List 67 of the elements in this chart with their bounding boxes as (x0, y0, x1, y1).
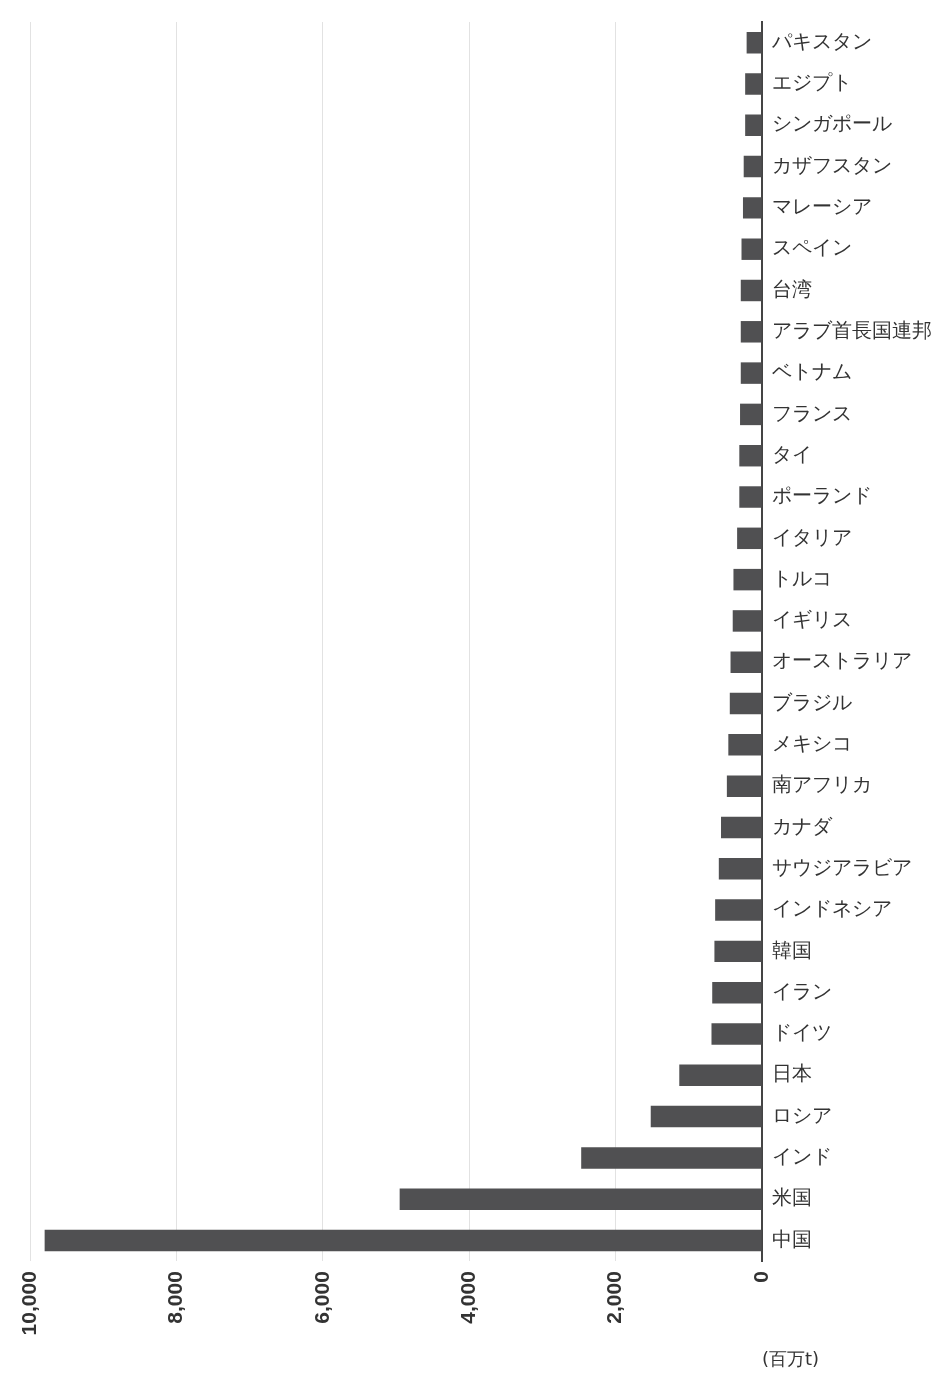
bar (650, 1105, 762, 1128)
y-tick-label: マレーシア (772, 194, 872, 219)
y-tick-label: トルコ (772, 565, 832, 590)
bar (714, 940, 762, 963)
x-tick-label: 0 (748, 1271, 772, 1283)
y-tick-label: ポーランド (772, 483, 872, 508)
x-tick-label: 6,000 (309, 1271, 333, 1324)
y-tick-label: フランス (772, 400, 852, 425)
x-tick-label: 2,000 (602, 1271, 626, 1324)
y-tick-label: イギリス (772, 607, 852, 632)
bar (745, 73, 762, 95)
bar (711, 1023, 762, 1045)
y-tick-label: イラン (772, 978, 832, 1003)
bar (399, 1188, 762, 1210)
y-tick-label: 南アフリカ (772, 772, 872, 797)
y-tick-label: メキシコ (772, 731, 852, 756)
bar (740, 403, 762, 426)
x-tick-label: 4,000 (456, 1271, 479, 1324)
bar (737, 527, 762, 550)
bar (581, 1147, 762, 1169)
bar (726, 775, 762, 797)
bar (733, 568, 762, 591)
y-tick-label: パキスタン (771, 28, 872, 53)
y-tick-label: アラブ首長国連邦 (772, 318, 932, 342)
y-tick-label: イタリア (772, 524, 852, 549)
y-tick-label: 中国 (772, 1226, 812, 1251)
bar (728, 734, 762, 756)
y-tick-label: オーストラリア (772, 648, 912, 673)
bar (712, 981, 762, 1004)
x-tick-label: 10,000 (16, 1271, 40, 1336)
y-tick-label: タイ (772, 441, 812, 466)
y-tick-label: エジプト (772, 70, 852, 95)
y-tick-label: インドネシア (772, 896, 892, 921)
bar (739, 444, 762, 467)
bar (730, 651, 762, 673)
bar (740, 362, 762, 384)
bar (740, 321, 762, 343)
y-tick-label: シンガポール (772, 111, 892, 136)
bar (732, 610, 762, 632)
y-tick-label: 台湾 (772, 276, 812, 301)
bar (715, 899, 762, 921)
bar (729, 692, 762, 715)
bar (740, 279, 762, 302)
bar (721, 816, 762, 839)
y-tick-label: 韓国 (772, 937, 812, 962)
y-tick-label: スペイン (772, 235, 852, 260)
bar (742, 197, 762, 219)
bar (743, 155, 762, 178)
bar (746, 31, 762, 54)
y-tick-label: インド (772, 1144, 832, 1169)
y-tick-label: ブラジル (772, 689, 852, 714)
bar (44, 1229, 762, 1252)
y-tick-label: 米国 (772, 1185, 812, 1210)
y-tick-label: ドイツ (772, 1020, 832, 1045)
y-tick-label: ベトナム (772, 359, 852, 384)
bar (739, 486, 762, 508)
bar (718, 858, 762, 880)
bar (679, 1064, 762, 1087)
y-tick-label: 日本 (772, 1061, 812, 1086)
bar (741, 238, 762, 260)
y-tick-label: サウジアラビア (772, 854, 912, 879)
y-tick-label: カナダ (772, 813, 833, 838)
x-tick-label: 8,000 (163, 1271, 187, 1324)
x-axis-title: (百万t) (762, 1347, 820, 1369)
bar (745, 114, 762, 136)
y-tick-label: カザフスタン (772, 152, 892, 177)
y-tick-label: ロシア (772, 1102, 832, 1127)
